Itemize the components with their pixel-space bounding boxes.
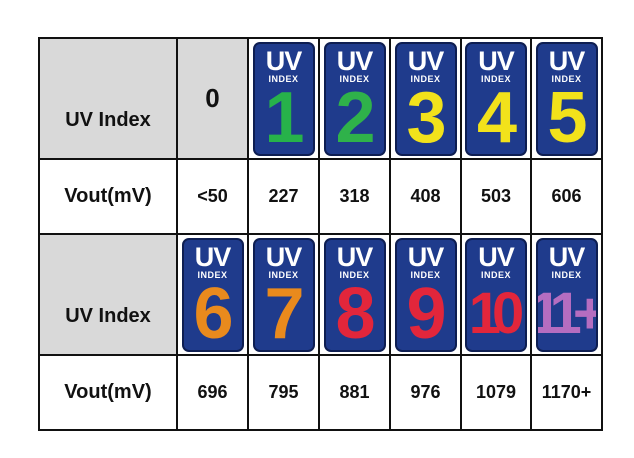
badge-number: 6 xyxy=(193,273,233,352)
badge-index-text: INDEX xyxy=(268,73,299,84)
badge-index-text: INDEX xyxy=(339,269,370,280)
badge-uv-text: UV xyxy=(265,45,303,76)
uv-index-table: UV Index 0 UV INDEX 1 UV INDEX 2 UV INDEX 3 UV… xyxy=(38,37,603,431)
badge-uv-text: UV xyxy=(265,241,303,272)
badge-index-text: INDEX xyxy=(551,269,582,280)
uv-badge-cell: UV INDEX 11+ xyxy=(530,233,603,356)
vout-value: 408 xyxy=(389,158,462,235)
badge-index-text: INDEX xyxy=(551,73,582,84)
uv-badge-cell: UV INDEX 1 xyxy=(247,37,320,160)
vout-value: 881 xyxy=(318,354,391,431)
uv-index-4-badge: UV INDEX 4 xyxy=(465,41,527,156)
badge-uv-text: UV xyxy=(194,241,232,272)
badge-index-text: INDEX xyxy=(339,73,370,84)
uv-badge-cell: UV INDEX 7 xyxy=(247,233,320,356)
badge-number: 5 xyxy=(547,77,587,156)
vout-value: <50 xyxy=(176,158,249,235)
badge-index-text: INDEX xyxy=(480,269,511,280)
badge-uv-text: UV xyxy=(336,45,374,76)
vout-value: 976 xyxy=(389,354,462,431)
badge-number: 10 xyxy=(468,280,525,346)
uv-badge-cell: UV INDEX 4 xyxy=(460,37,532,160)
vout-value: 606 xyxy=(530,158,603,235)
vout-value: 795 xyxy=(247,354,320,431)
badge-number: 7 xyxy=(264,273,304,352)
badge-uv-text: UV xyxy=(407,45,445,76)
badge-index-text: INDEX xyxy=(410,73,441,84)
uv-badge-cell: UV INDEX 8 xyxy=(318,233,391,356)
uv-index-11-plus-badge: UV INDEX 11+ xyxy=(535,237,598,352)
badge-number: 4 xyxy=(476,77,517,156)
badge-uv-text: UV xyxy=(548,241,586,272)
badge-index-text: INDEX xyxy=(197,269,228,280)
badge-number: 9 xyxy=(406,273,446,352)
badge-uv-text: UV xyxy=(548,45,586,76)
badge-index-text: INDEX xyxy=(480,73,511,84)
uv-index-7-badge: UV INDEX 7 xyxy=(252,237,315,352)
uv-index-10-badge: UV INDEX 10 xyxy=(465,237,527,352)
badge-number: 1 xyxy=(264,77,304,156)
uv-index-2-badge: UV INDEX 2 xyxy=(323,41,386,156)
uv-badge-cell: UV INDEX 10 xyxy=(460,233,532,356)
badge-uv-text: UV xyxy=(407,241,445,272)
uv-index-1-badge: UV INDEX 1 xyxy=(252,41,315,156)
uv-badge-cell: UV INDEX 9 xyxy=(389,233,462,356)
uv-badge-cell: UV INDEX 5 xyxy=(530,37,603,160)
uv-badge-cell: UV INDEX 2 xyxy=(318,37,391,160)
badge-number: 3 xyxy=(406,77,446,156)
badge-number: 8 xyxy=(335,273,375,352)
vout-value: 1170+ xyxy=(530,354,603,431)
vout-label-2: Vout(mV) xyxy=(38,354,178,431)
badge-index-text: INDEX xyxy=(410,269,441,280)
badge-uv-text: UV xyxy=(478,241,515,272)
uv-index-8-badge: UV INDEX 8 xyxy=(323,237,386,352)
uv-index-5-badge: UV INDEX 5 xyxy=(535,41,598,156)
uv-index-3-badge: UV INDEX 3 xyxy=(394,41,457,156)
badge-number: 11+ xyxy=(535,280,598,346)
badge-number: 2 xyxy=(335,77,375,156)
uv-index-6-badge: UV INDEX 6 xyxy=(181,237,244,352)
vout-value: 318 xyxy=(318,158,391,235)
uv-index-0-cell: 0 xyxy=(176,37,249,160)
uv-badge-cell: UV INDEX 6 xyxy=(176,233,249,356)
uv-index-label-1: UV Index xyxy=(38,37,178,160)
vout-value: 696 xyxy=(176,354,249,431)
vout-label-1: Vout(mV) xyxy=(38,158,178,235)
vout-value: 503 xyxy=(460,158,532,235)
vout-value: 227 xyxy=(247,158,320,235)
badge-index-text: INDEX xyxy=(268,269,299,280)
vout-value: 1079 xyxy=(460,354,532,431)
uv-badge-cell: UV INDEX 3 xyxy=(389,37,462,160)
uv-index-9-badge: UV INDEX 9 xyxy=(394,237,457,352)
uv-index-label-2: UV Index xyxy=(38,233,178,356)
badge-uv-text: UV xyxy=(478,45,515,76)
badge-uv-text: UV xyxy=(336,241,374,272)
